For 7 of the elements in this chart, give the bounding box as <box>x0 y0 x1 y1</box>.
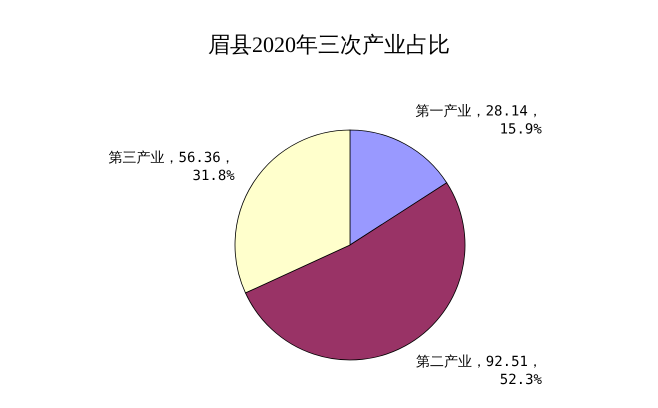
data-label: ，56.36， 31.8% <box>164 150 236 184</box>
data-label: ，28.14， 15.9% <box>472 104 542 138</box>
data-label: ，92.51， 52.3% <box>472 354 542 388</box>
slice-label: 第一产业 <box>416 104 472 120</box>
slice-label: 第二产业 <box>416 354 472 370</box>
slice-label: 第三产业 <box>108 150 165 166</box>
chart-title: 眉县2020年三次产业占比 <box>208 32 450 57</box>
